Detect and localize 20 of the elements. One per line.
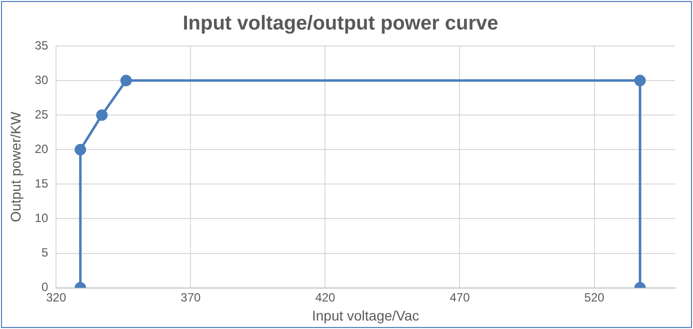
x-tick-label: 520 — [584, 290, 605, 304]
point — [96, 109, 108, 121]
x-axis-title: Input voltage/Vac — [312, 307, 420, 324]
point — [120, 74, 132, 86]
y-tick-label: 25 — [34, 107, 48, 122]
y-tick-label: 0 — [41, 280, 48, 294]
point — [634, 74, 646, 86]
x-tick-label: 320 — [46, 290, 66, 304]
y-tick-label: 5 — [41, 246, 48, 260]
x-tick-label: 370 — [180, 290, 202, 304]
x-tick-label: 420 — [315, 290, 336, 304]
chart-title: Input voltage/output power curve — [182, 12, 498, 35]
y-tick-label: 35 — [34, 38, 48, 52]
point — [74, 144, 86, 156]
x-tick-label: 470 — [450, 290, 470, 304]
y-tick-label: 30 — [34, 72, 48, 87]
y-tick-label: 10 — [34, 211, 48, 226]
y-tick-label: 15 — [34, 176, 48, 190]
y-axis-title: Output power/KW — [7, 110, 24, 222]
y-tick-label: 20 — [34, 142, 48, 156]
